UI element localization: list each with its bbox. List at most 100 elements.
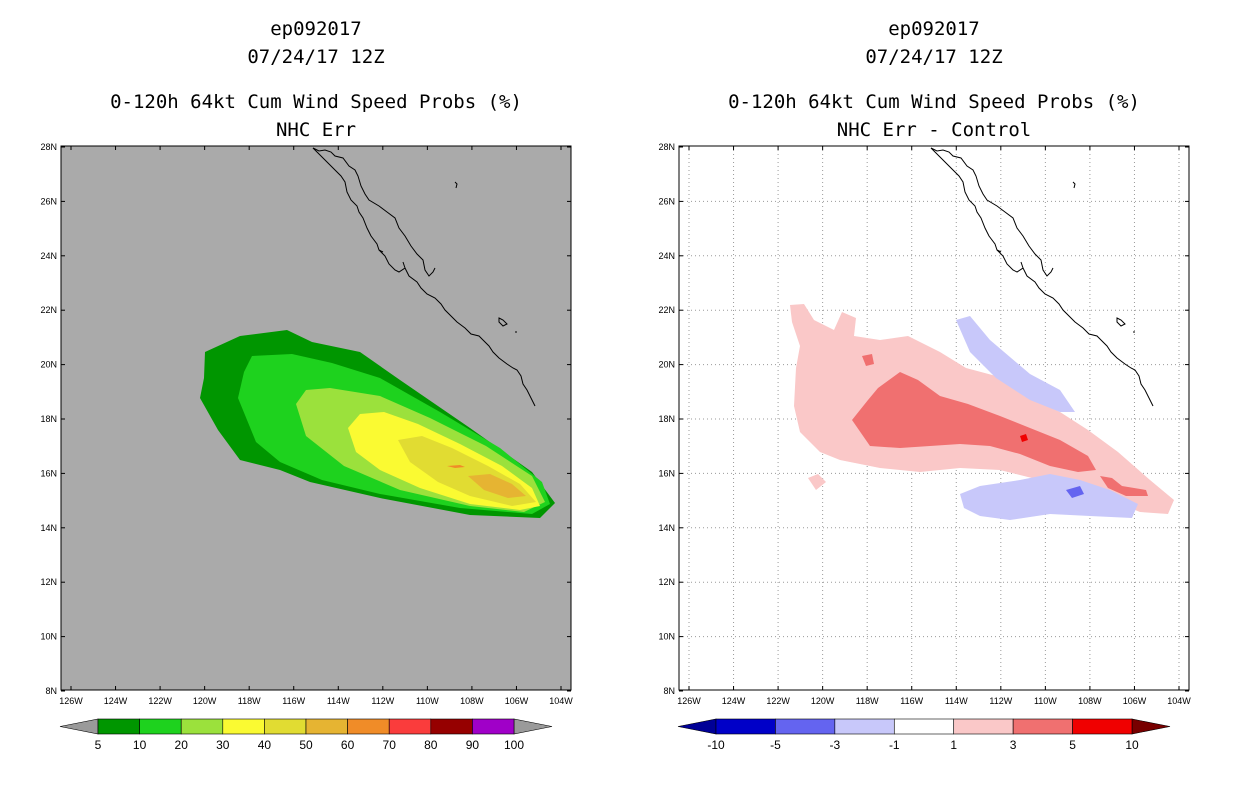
lon-tick-label: 124W [722, 696, 746, 706]
right-colorbar-swatch [1012, 718, 1073, 735]
lon-tick-label: 126W [59, 696, 83, 706]
left-colorbar-swatch [347, 718, 390, 735]
lat-tick-label: 8N [663, 686, 675, 696]
lat-tick-label: 20N [40, 360, 57, 370]
lat-tick-label: 10N [40, 632, 57, 642]
diff-contour-neg-1-3-a [956, 316, 1075, 412]
left-plot-frame [60, 145, 572, 691]
right-colorbar-swatch [1072, 718, 1133, 735]
left-colorbar: 5 10 20 30 40 50 60 70 80 90 100 [59, 718, 553, 752]
lat-tick-label: 12N [40, 577, 57, 587]
lat-tick-label: 18N [658, 414, 675, 424]
lon-tick-label: 120W [811, 696, 835, 706]
lat-tick-label: 28N [658, 142, 675, 152]
lon-tick-label: 110W [416, 696, 439, 706]
lat-tick-label: 20N [658, 360, 675, 370]
lat-tick-label: 22N [40, 305, 57, 315]
left-colorbar-label: 70 [383, 738, 397, 752]
left-colorbar-label: 80 [424, 738, 438, 752]
lat-tick-label: 26N [40, 196, 57, 206]
left-colorbar-label: 20 [175, 738, 189, 752]
left-subtitle: NHC Err [275, 119, 357, 141]
left-colorbar-label: 5 [95, 738, 102, 752]
left-colorbar-swatch [430, 718, 473, 735]
lon-tick-label: 104W [549, 696, 573, 706]
right-colorbar-label: -1 [889, 738, 900, 752]
right-colorbar-label: 1 [950, 738, 957, 752]
diff-contour-pos-3-5-c [862, 354, 874, 366]
left-storm-id: ep092017 [270, 18, 362, 40]
lon-tick-label: 112W [989, 696, 1012, 706]
lat-tick-label: 14N [658, 523, 675, 533]
lat-tick-label: 22N [658, 305, 675, 315]
left-colorbar-high-end [513, 718, 553, 735]
left-colorbar-label: 90 [466, 738, 480, 752]
right-colorbar-label: -3 [830, 738, 841, 752]
contour-60-70 [447, 465, 465, 468]
lon-tick-label: 108W [1078, 696, 1102, 706]
right-colorbar-high-end [1131, 718, 1171, 735]
right-colorbar-swatch [953, 718, 1014, 735]
left-colorbar-swatch [472, 718, 515, 735]
right-title: 0-120h 64kt Cum Wind Speed Probs (%) [728, 91, 1140, 113]
diff-contour-pos-3-5-b [1100, 476, 1148, 496]
lon-tick-label: 112W [371, 696, 394, 706]
diff-contour-pos-1-3-b [808, 474, 826, 490]
right-colorbar-label: 5 [1069, 738, 1076, 752]
lat-tick-label: 10N [658, 632, 675, 642]
left-colorbar-swatch [388, 718, 432, 735]
lon-tick-label: 114W [327, 696, 350, 706]
left-colorbar-label: 100 [504, 738, 524, 752]
left-colorbar-swatch [180, 718, 224, 735]
diff-contour-pos-5-10 [1020, 434, 1028, 442]
right-datetime: 07/24/17 12Z [865, 46, 1003, 68]
lon-tick-label: 122W [766, 696, 790, 706]
right-colorbar-label: -10 [707, 738, 725, 752]
lat-tick-label: 24N [40, 251, 57, 261]
right-plot-frame [678, 145, 1190, 691]
left-colorbar-swatch [222, 718, 265, 735]
right-colorbar: -10 -5 -3 -1 1 3 5 10 [677, 718, 1171, 752]
right-subtitle: NHC Err - Control [836, 119, 1032, 141]
lon-tick-label: 124W [104, 696, 128, 706]
left-colorbar-swatch [264, 718, 307, 735]
lon-tick-label: 126W [677, 696, 701, 706]
right-colorbar-swatch [775, 718, 836, 735]
right-colorbar-label: 3 [1010, 738, 1017, 752]
right-colorbar-swatch [834, 718, 895, 735]
lat-tick-label: 14N [40, 523, 57, 533]
left-colorbar-swatch [139, 718, 182, 735]
left-probability-contours [200, 147, 555, 518]
right-colorbar-swatch [893, 718, 955, 735]
left-colorbar-label: 10 [133, 738, 147, 752]
lat-tick-label: 24N [658, 251, 675, 261]
left-title: 0-120h 64kt Cum Wind Speed Probs (%) [110, 91, 522, 113]
lat-tick-label: 8N [45, 686, 57, 696]
lat-tick-label: 28N [40, 142, 57, 152]
left-colorbar-swatch [97, 718, 140, 735]
lat-tick-label: 12N [658, 577, 675, 587]
left-datetime: 07/24/17 12Z [247, 46, 385, 68]
diff-contour-neg-1-3-b [960, 474, 1138, 520]
lon-tick-label: 116W [282, 696, 305, 706]
lon-tick-label: 104W [1167, 696, 1191, 706]
lon-tick-label: 120W [193, 696, 217, 706]
left-colorbar-swatch [305, 718, 348, 735]
left-colorbar-label: 40 [258, 738, 272, 752]
lat-tick-label: 26N [658, 196, 675, 206]
diff-contour-pos-3-5 [852, 372, 1096, 472]
lon-tick-label: 106W [1123, 696, 1147, 706]
lon-tick-label: 116W [900, 696, 923, 706]
right-storm-id: ep092017 [888, 18, 980, 40]
lon-tick-label: 114W [945, 696, 968, 706]
left-colorbar-label: 60 [341, 738, 355, 752]
right-colorbar-swatch [715, 718, 776, 735]
diff-contour-neg-3-5 [1066, 486, 1084, 498]
right-colorbar-low-end [677, 718, 717, 735]
lon-tick-label: 122W [148, 696, 172, 706]
lon-tick-label: 106W [505, 696, 529, 706]
lon-tick-label: 118W [238, 696, 261, 706]
lat-tick-label: 16N [658, 468, 675, 478]
